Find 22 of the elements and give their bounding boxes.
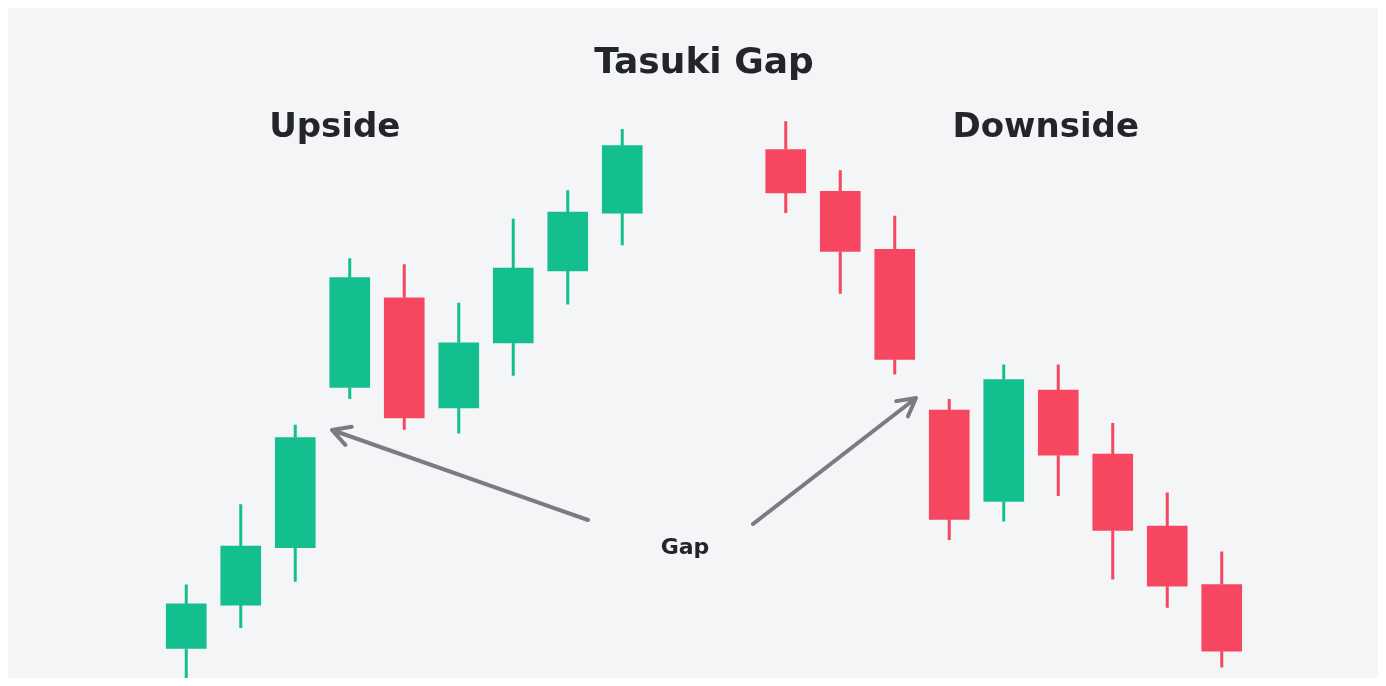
candlestick bbox=[329, 258, 371, 400]
candlestick bbox=[1146, 492, 1188, 608]
annotation: Downside bbox=[952, 104, 1139, 145]
candlestick bbox=[874, 215, 916, 375]
annotation: Gap bbox=[660, 533, 710, 559]
candlestick bbox=[819, 170, 861, 294]
candlestick bbox=[274, 424, 316, 582]
candlestick bbox=[438, 302, 480, 434]
candlestick bbox=[1092, 422, 1134, 580]
chart-title: Tasuki Gap bbox=[594, 39, 814, 81]
candlestick bbox=[383, 264, 425, 430]
candlestick bbox=[1201, 551, 1243, 668]
candlestick bbox=[765, 121, 807, 214]
candlestick bbox=[220, 504, 262, 628]
candlestick bbox=[165, 584, 207, 678]
candlestick bbox=[492, 218, 534, 376]
candlestick bbox=[928, 399, 970, 540]
annotation: Upside bbox=[269, 104, 401, 145]
candlestick bbox=[983, 364, 1025, 522]
candlestick bbox=[547, 190, 589, 305]
candlestick bbox=[601, 129, 643, 246]
candlestick bbox=[1037, 364, 1079, 496]
